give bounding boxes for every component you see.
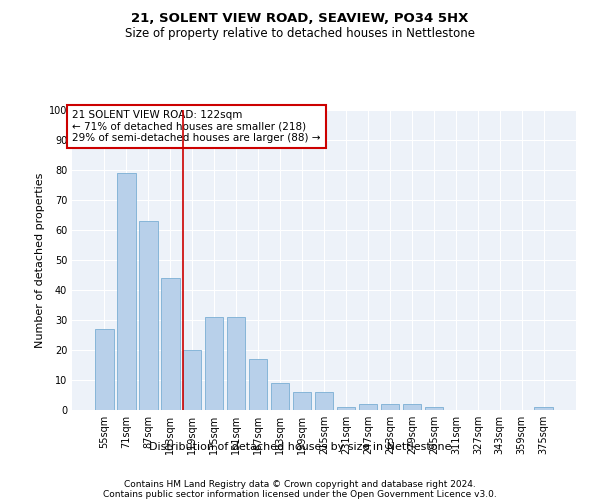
Text: Contains HM Land Registry data © Crown copyright and database right 2024.: Contains HM Land Registry data © Crown c… bbox=[124, 480, 476, 489]
Bar bbox=[403, 404, 421, 410]
Text: Size of property relative to detached houses in Nettlestone: Size of property relative to detached ho… bbox=[125, 28, 475, 40]
Bar bbox=[337, 407, 355, 410]
Bar bbox=[249, 359, 268, 410]
Bar bbox=[271, 383, 289, 410]
Bar bbox=[425, 407, 443, 410]
Text: Contains public sector information licensed under the Open Government Licence v3: Contains public sector information licen… bbox=[103, 490, 497, 499]
Bar bbox=[117, 173, 136, 410]
Bar bbox=[293, 392, 311, 410]
Bar bbox=[139, 221, 158, 410]
Bar bbox=[359, 404, 377, 410]
Bar bbox=[535, 407, 553, 410]
Bar bbox=[95, 329, 113, 410]
Bar bbox=[161, 278, 179, 410]
Bar bbox=[380, 404, 399, 410]
Text: 21, SOLENT VIEW ROAD, SEAVIEW, PO34 5HX: 21, SOLENT VIEW ROAD, SEAVIEW, PO34 5HX bbox=[131, 12, 469, 26]
Bar bbox=[205, 317, 223, 410]
Y-axis label: Number of detached properties: Number of detached properties bbox=[35, 172, 44, 348]
Bar bbox=[314, 392, 334, 410]
Bar bbox=[227, 317, 245, 410]
Text: 21 SOLENT VIEW ROAD: 122sqm
← 71% of detached houses are smaller (218)
29% of se: 21 SOLENT VIEW ROAD: 122sqm ← 71% of det… bbox=[72, 110, 320, 143]
Bar bbox=[183, 350, 202, 410]
Text: Distribution of detached houses by size in Nettlestone: Distribution of detached houses by size … bbox=[149, 442, 451, 452]
